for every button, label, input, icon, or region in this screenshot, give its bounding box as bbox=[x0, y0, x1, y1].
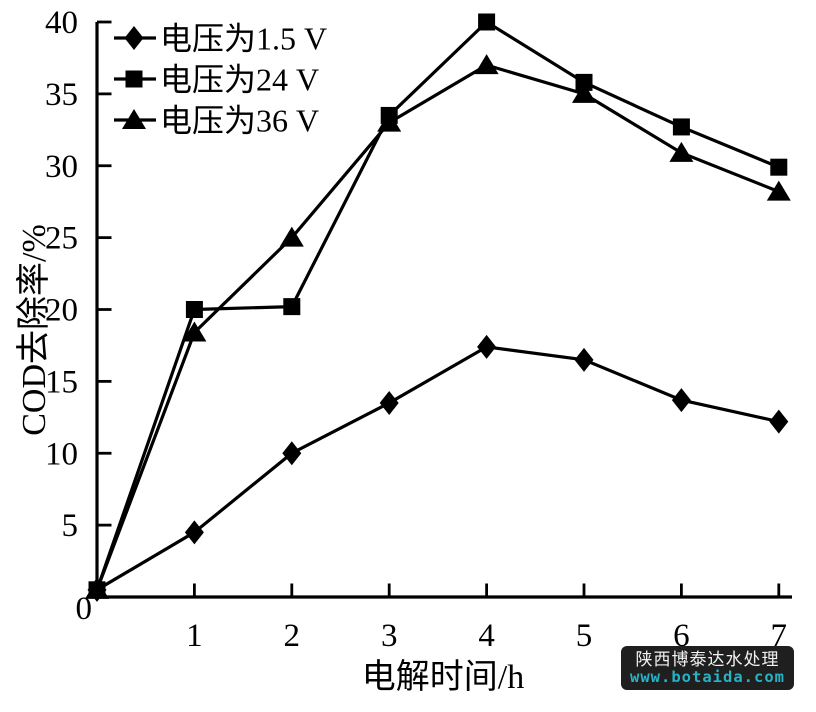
data-point-triangle-x6 bbox=[669, 141, 694, 162]
watermark-company: 陕西博泰达水处理 bbox=[635, 649, 780, 669]
x-tick-label-3: 3 bbox=[381, 618, 398, 654]
data-point-square-x1 bbox=[185, 301, 203, 318]
legend-label-1: 电压为1.5 V bbox=[160, 21, 327, 57]
y-axis-label: COD去除率/% bbox=[15, 224, 53, 436]
legend-marker-triangle bbox=[122, 109, 146, 129]
data-point-triangle-x5 bbox=[572, 82, 596, 103]
data-point-diamond-x6 bbox=[671, 388, 691, 413]
y-tick-label-25: 25 bbox=[45, 221, 78, 257]
x-axis-label: 电解时间/h bbox=[362, 658, 524, 696]
legend-label-2: 电压为24 V bbox=[160, 62, 319, 98]
data-point-diamond-x2 bbox=[282, 441, 302, 466]
data-point-diamond-x3 bbox=[379, 390, 399, 415]
y-tick-label-0: 0 bbox=[76, 591, 93, 627]
data-point-diamond-x4 bbox=[477, 334, 497, 359]
data-point-triangle-x7 bbox=[766, 180, 791, 201]
x-tick-label-1: 1 bbox=[186, 618, 203, 654]
legend-label-3: 电压为36 V bbox=[160, 103, 319, 139]
data-point-square-x4 bbox=[478, 13, 496, 31]
data-point-triangle-x2 bbox=[279, 226, 304, 247]
x-tick-label-6: 6 bbox=[673, 618, 690, 654]
y-tick-label-15: 15 bbox=[45, 364, 78, 400]
data-point-diamond-x1 bbox=[184, 520, 204, 545]
data-point-triangle-x4 bbox=[474, 54, 499, 75]
data-point-diamond-x7 bbox=[769, 409, 789, 434]
y-tick-label-5: 5 bbox=[62, 508, 79, 544]
legend-marker-diamond bbox=[124, 26, 144, 50]
data-point-triangle-x1 bbox=[182, 321, 207, 342]
data-point-square-x3 bbox=[380, 106, 398, 124]
x-tick-label-2: 2 bbox=[284, 618, 301, 654]
legend-marker-square bbox=[125, 70, 143, 88]
series-line-diamond bbox=[96, 345, 780, 592]
data-point-square-x6 bbox=[672, 118, 690, 136]
y-tick-label-10: 10 bbox=[45, 436, 78, 472]
data-point-square-x7 bbox=[770, 158, 788, 176]
y-tick-label-40: 40 bbox=[45, 5, 78, 41]
x-tick-label-5: 5 bbox=[576, 618, 593, 654]
x-tick-label-4: 4 bbox=[478, 618, 495, 654]
data-point-square-x2 bbox=[283, 298, 301, 316]
x-tick-label-7: 7 bbox=[771, 618, 788, 654]
data-point-diamond-x5 bbox=[574, 347, 594, 372]
series-line-triangle bbox=[95, 63, 780, 591]
y-tick-label-20: 20 bbox=[45, 293, 78, 329]
watermark-url: www.botaida.com bbox=[630, 667, 785, 686]
series-line-square bbox=[95, 19, 780, 591]
y-tick-label-35: 35 bbox=[45, 77, 78, 113]
watermark: 陕西博泰达水处理 www.botaida.com bbox=[621, 646, 794, 690]
data-point-square-x5 bbox=[575, 73, 593, 91]
y-tick-label-30: 30 bbox=[45, 149, 78, 185]
data-point-square-x0 bbox=[88, 581, 106, 599]
